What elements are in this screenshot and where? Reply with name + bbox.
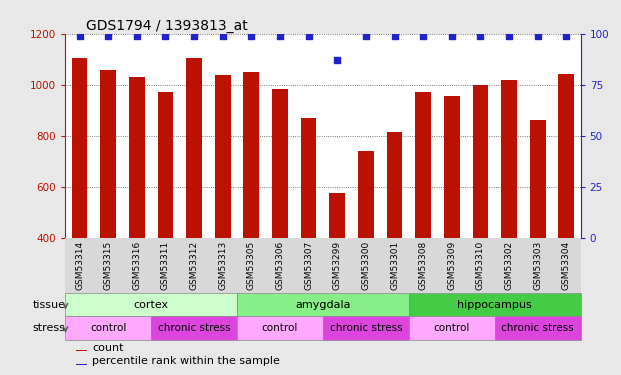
Text: stress: stress [33,323,65,333]
Text: GSM53303: GSM53303 [533,241,542,290]
Point [361,33,371,39]
Point [504,33,514,39]
Text: control: control [262,323,298,333]
Text: GDS1794 / 1393813_at: GDS1794 / 1393813_at [86,19,248,33]
Bar [409,293,581,316]
Bar [65,293,237,316]
Point [75,33,84,39]
Bar [272,89,288,238]
Text: percentile rank within the sample: percentile rank within the sample [92,356,280,366]
Bar [323,316,409,340]
Bar [237,316,323,340]
Bar [387,132,402,238]
Point [389,33,399,39]
Point [189,33,199,39]
Text: hippocampus: hippocampus [457,300,532,310]
Bar [301,118,317,238]
Bar [409,316,495,340]
Text: GSM53305: GSM53305 [247,241,256,290]
Bar [444,96,460,238]
Bar [558,74,574,238]
Text: chronic stress: chronic stress [330,323,402,333]
Text: GSM53309: GSM53309 [447,241,456,290]
Text: GSM53314: GSM53314 [75,241,84,290]
Bar [151,316,237,340]
Point [218,33,228,39]
Text: chronic stress: chronic stress [158,323,230,333]
Point [533,33,543,39]
Text: GSM53304: GSM53304 [562,241,571,290]
Bar [495,316,581,340]
Text: GSM53315: GSM53315 [104,241,112,290]
Point [304,33,314,39]
Bar [358,152,374,238]
Text: GSM53306: GSM53306 [276,241,284,290]
Text: GSM53302: GSM53302 [504,241,514,290]
Bar [329,193,345,238]
Point [476,33,486,39]
Text: cortex: cortex [134,300,169,310]
Point [103,33,113,39]
Text: GSM53307: GSM53307 [304,241,313,290]
Text: GSM53301: GSM53301 [390,241,399,290]
Point [275,33,285,39]
Text: chronic stress: chronic stress [501,323,574,333]
Bar [76,350,87,351]
Text: GSM53299: GSM53299 [333,241,342,290]
Bar [158,92,173,238]
Text: GSM53308: GSM53308 [419,241,428,290]
Point [446,33,456,39]
Bar [243,72,259,238]
Bar [237,293,409,316]
Bar [530,120,546,238]
Text: GSM53316: GSM53316 [132,241,142,290]
Text: tissue: tissue [32,300,65,310]
Text: GSM53300: GSM53300 [361,241,370,290]
Point [132,33,142,39]
Bar [65,316,151,340]
Point [247,33,256,39]
Bar [501,80,517,238]
Bar [415,92,431,238]
Point [332,57,342,63]
Bar [186,57,202,238]
Text: GSM53312: GSM53312 [189,241,199,290]
Bar [129,77,145,238]
Bar [100,69,116,238]
Text: GSM53310: GSM53310 [476,241,485,290]
Bar [473,85,488,238]
Text: GSM53311: GSM53311 [161,241,170,290]
Text: amygdala: amygdala [295,300,351,310]
Text: count: count [92,342,124,352]
Point [561,33,571,39]
Point [418,33,428,39]
Point [160,33,170,39]
Text: control: control [90,323,126,333]
Bar [76,364,87,365]
Text: GSM53313: GSM53313 [218,241,227,290]
Bar [71,57,88,238]
Bar [215,75,230,238]
Text: control: control [433,323,470,333]
